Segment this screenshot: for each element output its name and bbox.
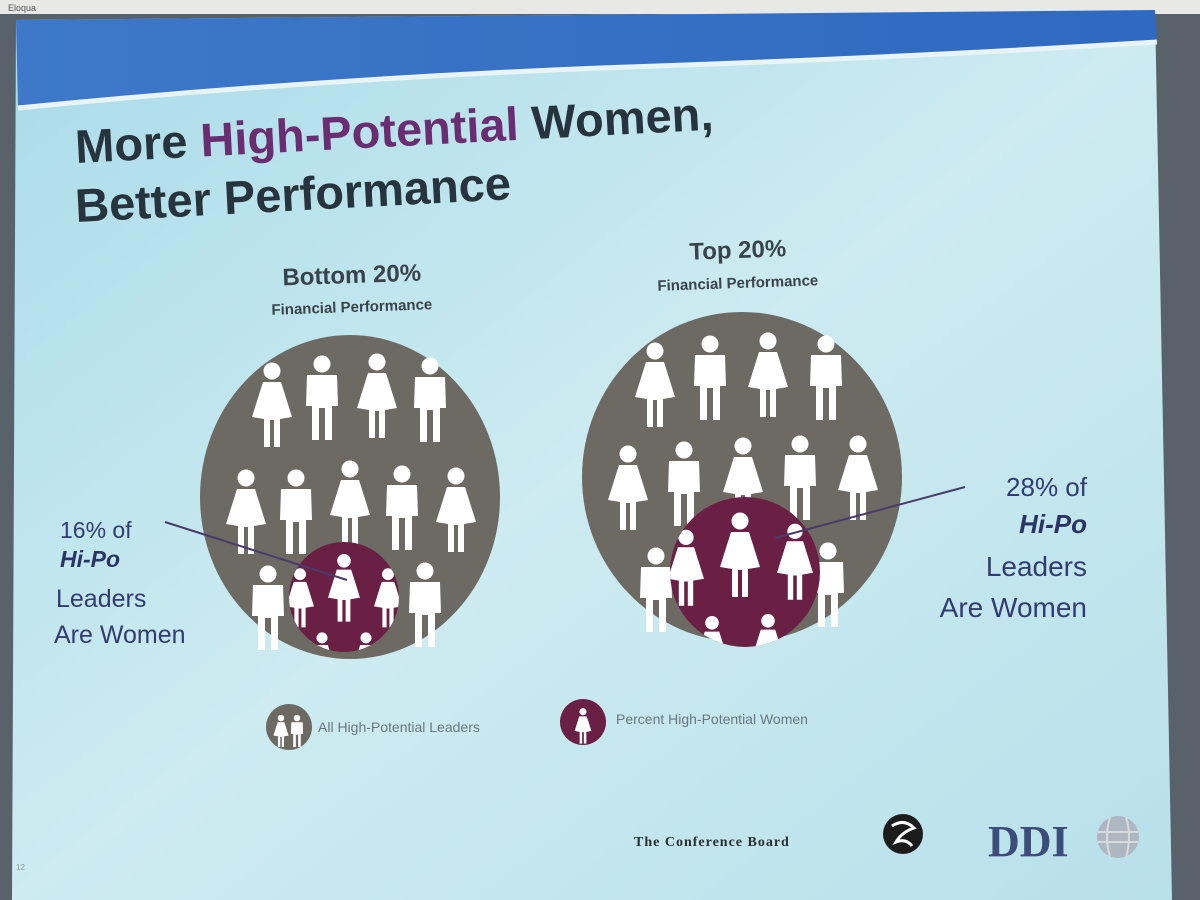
- conference-board-logo-text: The Conference Board: [634, 835, 790, 850]
- header-curve: [17, 39, 1158, 111]
- callout-right-bold: Hi-Po: [1019, 509, 1087, 539]
- browser-tab-text: Eloqua: [8, 3, 36, 13]
- bottom-group-subheading: Financial Performance: [271, 296, 432, 319]
- ddi-globe-icon: [1097, 816, 1139, 858]
- callout-right-line4: Are Women: [940, 592, 1087, 623]
- legend-women-label: Percent High-Potential Women: [616, 711, 808, 727]
- callout-left-bold: Hi-Po: [60, 546, 120, 572]
- top-20-circle: [582, 312, 902, 647]
- callout-line-right: [774, 486, 966, 539]
- ddi-logo-text: DDI: [988, 817, 1069, 866]
- legend-all-hipo-icon: [266, 704, 312, 750]
- top-group-subheading: Financial Performance: [657, 272, 818, 295]
- callout-left-line4: Are Women: [54, 621, 186, 649]
- callout-right-percent: 28% of: [1006, 472, 1088, 502]
- callout-right-line3: Leaders: [986, 551, 1087, 582]
- callout-line-left: [164, 521, 348, 581]
- legend: All High-Potential Leaders Percent High-…: [266, 699, 808, 750]
- top-group-heading: Top 20%: [689, 235, 787, 265]
- conference-board-emblem-icon: [883, 814, 923, 854]
- callout-left-percent: 16% of: [60, 517, 132, 543]
- page-number: 12: [16, 863, 25, 872]
- legend-all-hipo-label: All High-Potential Leaders: [318, 719, 480, 735]
- bottom-group-heading: Bottom 20%: [282, 260, 422, 292]
- callout-left-line3: Leaders: [56, 585, 146, 613]
- browser-strip: [0, 0, 1200, 14]
